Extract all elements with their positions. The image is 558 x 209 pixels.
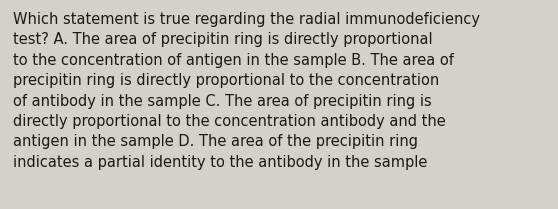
Text: Which statement is true regarding the radial immunodeficiency
test? A. The area : Which statement is true regarding the ra… — [13, 12, 480, 170]
